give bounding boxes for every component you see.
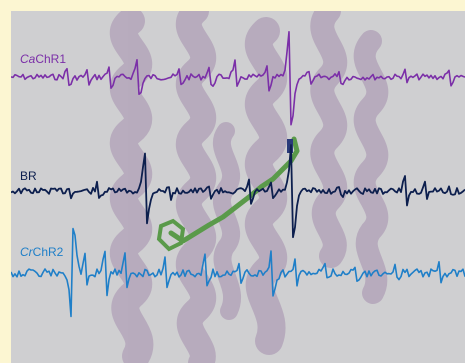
spectra-svg: CaChR1 BR CrChR2 (11, 11, 465, 363)
helix-5 (353, 30, 389, 304)
cachr1-label: CaChR1 (20, 52, 66, 66)
lysine-stub (287, 139, 293, 153)
crchr2-label: CrChR2 (20, 245, 64, 259)
retinal-ring (156, 218, 186, 252)
cachr1-trace (11, 31, 465, 126)
helix-4 (310, 11, 348, 268)
figure-panel: CaChR1 BR CrChR2 (11, 11, 465, 363)
helix-2 (175, 11, 217, 363)
br-trace (11, 144, 465, 239)
crchr2-trace (11, 227, 465, 318)
helix-6 (212, 122, 242, 320)
helix-1 (109, 11, 154, 363)
br-label: BR (20, 169, 37, 183)
